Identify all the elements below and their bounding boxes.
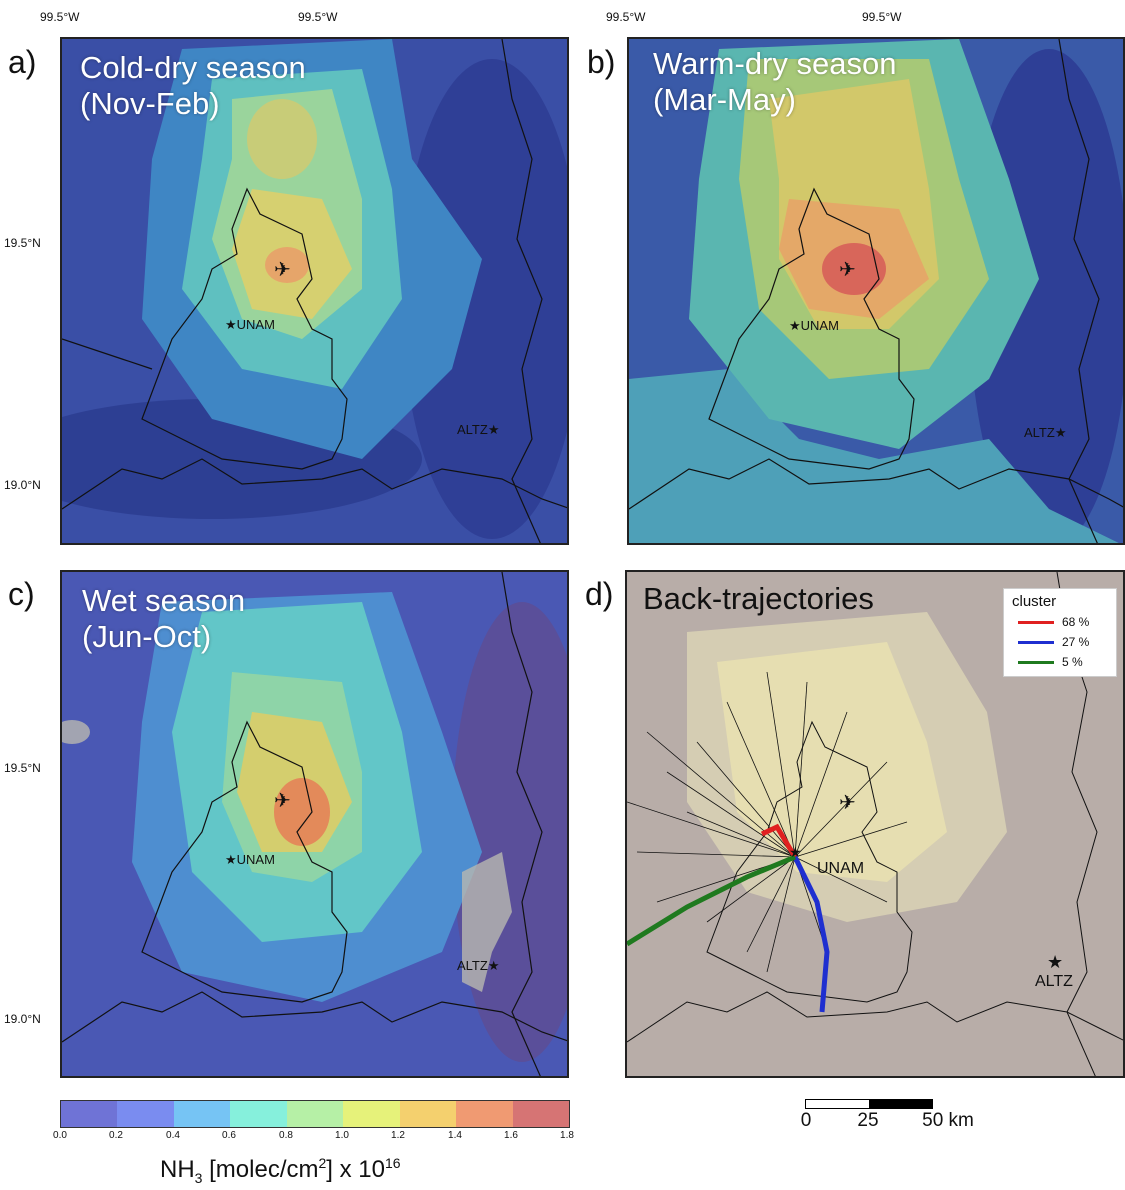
colorbar-bin — [399, 1101, 457, 1127]
airplane-icon: ✈ — [274, 790, 291, 812]
scale-segment — [869, 1100, 932, 1108]
nh3-map-b — [629, 39, 1123, 543]
cluster-68-trajectory — [760, 823, 798, 859]
lat-label: 19.0°N — [4, 478, 41, 492]
panel-b-subtitle: (Mar-May) — [653, 82, 796, 117]
site-altz: ALTZ★ — [457, 958, 500, 973]
colorbar-bin — [61, 1101, 118, 1127]
colorbar-tick: 0.6 — [222, 1130, 236, 1141]
colorbar-tick: 1.4 — [448, 1130, 462, 1141]
site-altz: ALTZ — [1035, 973, 1073, 990]
trajectory-map — [627, 572, 1123, 1076]
panel-a-letter: a) — [8, 44, 37, 80]
map-panel-d: Back-trajectories ✈ ★ UNAM ★ ALTZ cluste… — [625, 570, 1125, 1078]
colorbar — [60, 1100, 570, 1128]
map-panel-b: Warm-dry season (Mar-May) ✈ ★UNAM ALTZ★ — [627, 37, 1125, 545]
nh3-map-a — [62, 39, 567, 543]
panel-d-title: Back-trajectories — [643, 581, 874, 616]
colorbar-bin — [512, 1101, 569, 1127]
colorbar-tick: 0.0 — [53, 1130, 67, 1141]
site-altz: ALTZ★ — [457, 422, 500, 437]
colorbar-tick: 0.2 — [109, 1130, 123, 1141]
colorbar-tick: 1.0 — [335, 1130, 349, 1141]
airplane-icon: ✈ — [839, 259, 856, 281]
star-icon: ★ — [487, 958, 500, 973]
airplane-icon: ✈ — [274, 259, 291, 281]
scale-segment — [806, 1100, 869, 1108]
panel-a-title: Cold-dry season — [80, 50, 306, 85]
colorbar-bin — [230, 1101, 287, 1127]
panel-b-letter: b) — [587, 44, 616, 80]
lon-label: 99.5°W — [298, 10, 338, 24]
colorbar-bin — [117, 1101, 174, 1127]
colorbar-bin — [173, 1101, 231, 1127]
site-unam: UNAM — [817, 860, 865, 877]
cluster-legend: cluster 68 % 27 % 5 % — [1003, 588, 1117, 677]
cluster-5-trajectory — [627, 854, 796, 947]
scale-tick: 0 — [800, 1110, 812, 1131]
star-icon: ★ — [789, 318, 801, 333]
colorbar-bin — [343, 1101, 400, 1127]
map-panel-c: Wet season (Jun-Oct) ✈ ★UNAM ALTZ★ — [60, 570, 569, 1078]
legend-entry: 5 % — [1012, 652, 1108, 672]
colorbar-tick: 0.4 — [166, 1130, 180, 1141]
panel-c-title: Wet season — [82, 583, 246, 618]
panel-c-letter: c) — [8, 576, 35, 612]
colorbar-label: NH3 [molec/cm2] x 1016 — [160, 1155, 401, 1186]
scale-tick: 25 — [857, 1110, 879, 1131]
panel-b-title: Warm-dry season — [653, 46, 897, 81]
cluster-27-trajectory — [792, 855, 830, 1013]
site-unam: ★UNAM — [225, 852, 275, 867]
colorbar-tick: 1.8 — [560, 1130, 574, 1141]
airplane-icon: ✈ — [839, 792, 856, 814]
site-unam: ★UNAM — [225, 317, 275, 332]
star-icon: ★ — [225, 852, 237, 867]
panel-c-subtitle: (Jun-Oct) — [82, 619, 212, 654]
legend-title: cluster — [1012, 593, 1057, 610]
colorbar-tick: 1.6 — [504, 1130, 518, 1141]
colorbar-tick: 0.8 — [279, 1130, 293, 1141]
panel-d-letter: d) — [585, 576, 614, 612]
legend-entry: 27 % — [1012, 632, 1108, 652]
star-icon: ★ — [789, 844, 802, 860]
lon-label: 99.5°W — [862, 10, 902, 24]
lon-label: 99.5°W — [40, 10, 80, 24]
colorbar-tick: 1.2 — [391, 1130, 405, 1141]
star-icon: ★ — [225, 317, 237, 332]
site-unam: ★UNAM — [789, 318, 839, 333]
legend-swatch — [1018, 620, 1054, 624]
lat-label: 19.0°N — [4, 1012, 41, 1026]
lat-label: 19.5°N — [4, 236, 41, 250]
colorbar-bin — [456, 1101, 513, 1127]
site-altz: ALTZ★ — [1024, 425, 1067, 440]
legend-swatch — [1018, 640, 1054, 644]
legend-swatch — [1018, 660, 1054, 664]
scale-tick: 50 km — [922, 1110, 974, 1131]
panel-a-subtitle: (Nov-Feb) — [80, 86, 220, 121]
scale-bar — [805, 1099, 933, 1109]
star-icon: ★ — [1054, 425, 1067, 440]
legend-entry: 68 % — [1012, 612, 1108, 632]
star-icon: ★ — [1047, 952, 1064, 972]
lat-label: 19.5°N — [4, 761, 41, 775]
nh3-map-c — [62, 572, 567, 1076]
star-icon: ★ — [487, 422, 500, 437]
back-trajectory-lines — [627, 671, 908, 973]
lon-label: 99.5°W — [606, 10, 646, 24]
map-panel-a: Cold-dry season (Nov-Feb) ✈ ★UNAM ALTZ★ — [60, 37, 569, 545]
colorbar-bin — [286, 1101, 344, 1127]
